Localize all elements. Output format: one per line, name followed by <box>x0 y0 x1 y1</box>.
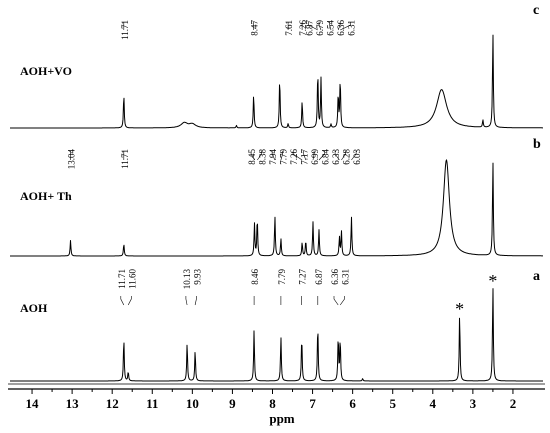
peak-label-a-5: 7.79 <box>277 269 287 285</box>
series-name-a: AOH <box>20 301 48 315</box>
peak-label-c-4: 6.87 <box>305 20 315 36</box>
peak-leader-b-7 <box>303 151 307 161</box>
peak-leader-b-10 <box>334 151 340 161</box>
x-tick-label-13: 13 <box>66 396 80 411</box>
spectrum-a-trace <box>10 288 543 382</box>
peak-leader-b-11 <box>341 151 346 161</box>
x-tick-label-4: 4 <box>430 396 437 411</box>
annotation-a-0: * <box>455 299 464 319</box>
peak-leader-b-8 <box>312 151 315 161</box>
series-name-c: AOH+VO <box>20 64 72 78</box>
peak-label-a-2: 10.13 <box>182 269 192 290</box>
x-tick-label-2: 2 <box>510 396 517 411</box>
peak-leader-b-3 <box>257 151 262 161</box>
peak-label-a-0: 11.71 <box>117 269 127 289</box>
peak-leader-a-0 <box>120 296 125 306</box>
x-tick-label-10: 10 <box>186 396 199 411</box>
peak-label-b-9: 6.84 <box>321 149 331 165</box>
peak-leader-a-1 <box>127 296 132 306</box>
peak-leader-b-12 <box>351 151 357 161</box>
peak-leader-b-6 <box>292 151 303 161</box>
x-tick-label-14: 14 <box>26 396 40 411</box>
peak-label-a-9: 6.31 <box>340 269 350 285</box>
x-tick-label-11: 11 <box>146 396 158 411</box>
peak-label-a-6: 7.27 <box>298 269 308 285</box>
peak-leader-b-4 <box>271 151 276 161</box>
peak-label-b-6: 7.26 <box>289 149 299 165</box>
peak-leader-b-5 <box>280 151 283 161</box>
peak-label-b-8: 6.99 <box>310 149 320 165</box>
peak-label-b-12: 6.03 <box>352 149 362 165</box>
series-name-b: AOH+ Th <box>20 189 72 203</box>
peak-leader-a-8 <box>333 296 339 306</box>
peak-leader-a-2 <box>185 296 188 306</box>
peak-label-a-8: 6.36 <box>330 269 340 285</box>
panel-letter-c: c <box>533 3 539 18</box>
peak-label-c-7: 6.36 <box>336 20 346 36</box>
peak-label-b-0: 13.04 <box>67 149 77 170</box>
x-tick-label-5: 5 <box>389 396 396 411</box>
x-tick-label-3: 3 <box>470 396 477 411</box>
peak-label-a-7: 6.87 <box>314 269 324 285</box>
x-tick-label-7: 7 <box>309 396 316 411</box>
peak-label-b-3: 8.38 <box>258 149 268 165</box>
x-tick-label-8: 8 <box>269 396 276 411</box>
peak-leader-c-7 <box>337 22 341 31</box>
peak-leader-c-5 <box>318 22 322 31</box>
peak-label-a-3: 9.93 <box>192 269 202 285</box>
panel-letter-a: a <box>533 269 540 284</box>
peak-label-a-1: 11.60 <box>127 269 137 289</box>
peak-label-a-4: 8.46 <box>250 269 260 285</box>
spectrum-b-trace <box>10 159 543 257</box>
peak-leader-c-4 <box>308 22 318 31</box>
spectrum-c-trace <box>10 34 543 129</box>
annotation-a-1: * <box>488 271 497 291</box>
peak-label-b-2: 8.45 <box>247 148 257 164</box>
peak-label-b-10: 6.33 <box>331 149 341 165</box>
panel-letter-b: b <box>533 137 541 152</box>
x-axis: 14 13 12 11 10 9 8 7 6 5 4 3 2 <box>8 383 545 411</box>
x-tick-label-6: 6 <box>349 396 356 411</box>
peak-leader-b-9 <box>318 151 325 161</box>
peak-leader-b-2 <box>250 151 255 161</box>
peak-leader-a-3 <box>194 296 197 306</box>
peak-label-c-8: 6.31 <box>347 20 357 36</box>
peak-leader-c-8 <box>340 22 351 31</box>
peak-label-c-2: 7.61 <box>284 20 294 36</box>
peak-label-c-3: 7.26 <box>298 20 308 36</box>
spectra-layer <box>10 34 543 382</box>
peak-leader-c-6 <box>329 22 332 31</box>
peak-label-c-0: 11.71 <box>120 20 130 40</box>
peak-label-b-11: 6.28 <box>342 149 352 165</box>
peak-label-b-1: 11.71 <box>120 149 130 169</box>
x-tick-label-9: 9 <box>229 396 236 411</box>
peak-leader-a-9 <box>339 296 345 306</box>
peak-label-c-1: 8.47 <box>250 20 260 36</box>
x-tick-label-12: 12 <box>106 396 119 411</box>
x-axis-title: ppm <box>269 411 294 426</box>
peak-label-b-5: 7.79 <box>279 149 289 165</box>
